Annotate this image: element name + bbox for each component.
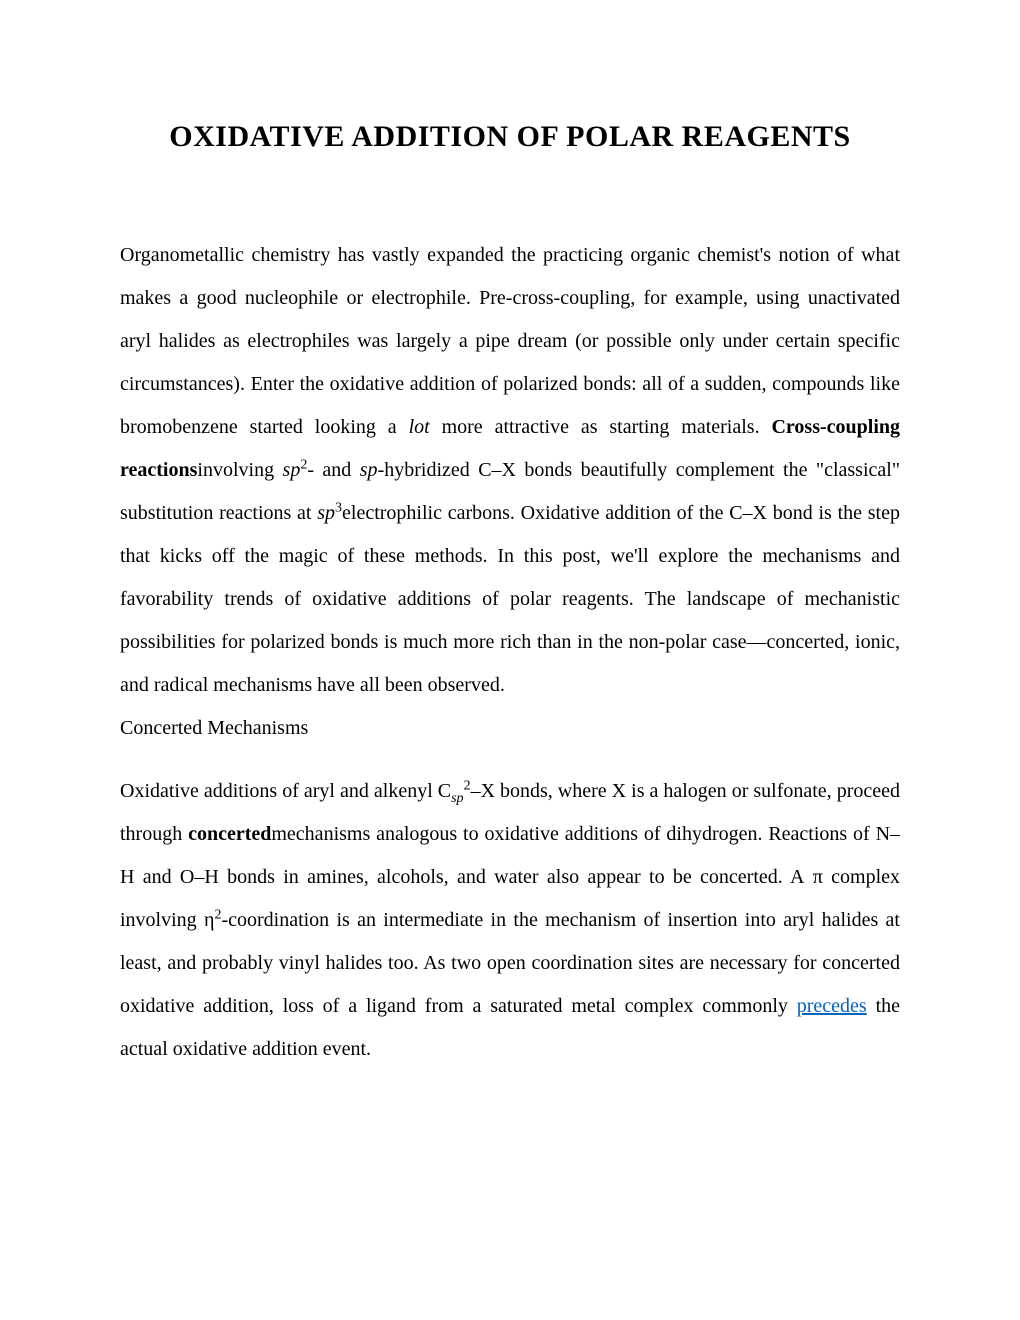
text-run: Oxidative additions of aryl and alkenyl …: [120, 780, 451, 802]
sp-term: sp: [283, 459, 301, 481]
section-heading-concerted: Concerted Mechanisms: [120, 707, 900, 750]
superscript-3: 3: [335, 500, 342, 515]
subscript-sp: sp: [451, 791, 463, 806]
sp-term: sp: [360, 459, 378, 481]
text-run: more attractive as starting materials.: [430, 416, 772, 438]
superscript-2: 2: [464, 778, 471, 793]
text-run: electrophilic carbons. Oxidative additio…: [120, 502, 900, 696]
paragraph-2: Oxidative additions of aryl and alkenyl …: [120, 770, 900, 1071]
link-precedes[interactable]: precedes: [797, 995, 867, 1017]
text-run: - and: [307, 459, 359, 481]
sp-term: sp: [317, 502, 335, 524]
emphasis-lot: lot: [409, 416, 430, 438]
paragraph-1: Organometallic chemistry has vastly expa…: [120, 234, 900, 707]
page-title: OXIDATIVE ADDITION OF POLAR REAGENTS: [120, 120, 900, 154]
text-run: -coordination is an intermediate in the …: [120, 909, 900, 1017]
text-run: Organometallic chemistry has vastly expa…: [120, 244, 900, 438]
text-run: involving: [197, 459, 282, 481]
bold-concerted: concerted: [188, 823, 271, 845]
